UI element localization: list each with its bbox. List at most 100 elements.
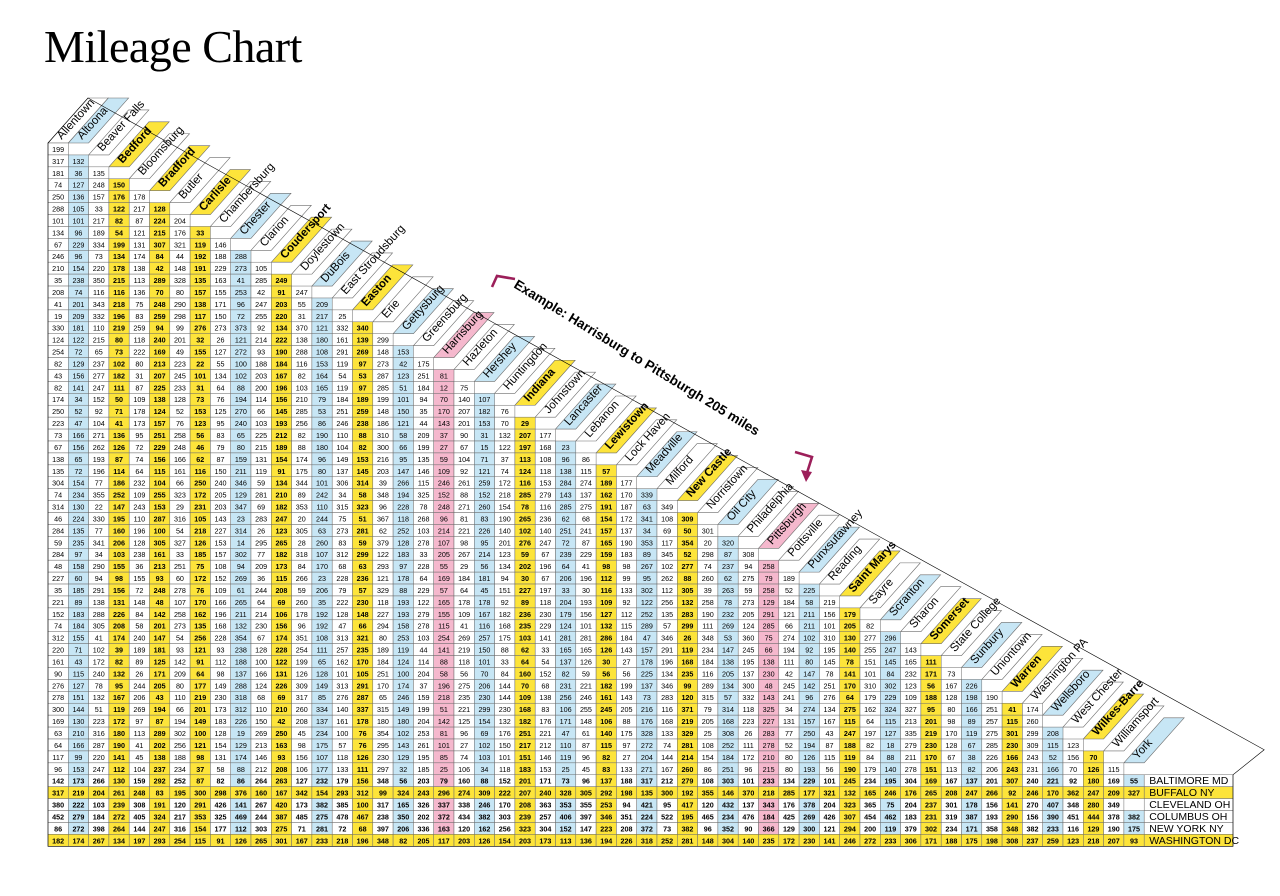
mileage-value: 193 [397, 610, 409, 619]
external-city-label: COLUMBUS OH [1149, 811, 1227, 823]
mileage-value: 223 [742, 717, 754, 726]
mileage-value: 119 [337, 359, 348, 368]
mileage-value: 211 [235, 467, 246, 476]
mileage-value: 84 [866, 753, 874, 762]
external-mileage-value: 301 [945, 801, 957, 810]
mileage-value: 82 [115, 657, 123, 666]
city-header-14 [311, 240, 373, 287]
mileage-value: 204 [418, 717, 430, 726]
mileage-value: 126 [113, 443, 125, 452]
mileage-value: 270 [235, 407, 247, 416]
mileage-value: 110 [174, 693, 185, 702]
mileage-value: 168 [681, 657, 693, 666]
mileage-value: 243 [1006, 765, 1018, 774]
mileage-value: 38 [968, 753, 976, 762]
mileage-value: 96 [318, 455, 326, 464]
mileage-value: 208 [1047, 729, 1059, 738]
mileage-value: 64 [521, 657, 529, 666]
mileage-value: 321 [357, 634, 369, 643]
mileage-value: 84 [298, 562, 306, 571]
external-mileage-value: 129 [1087, 824, 1099, 833]
mileage-value: 174 [235, 753, 247, 762]
mileage-value: 81 [460, 514, 468, 523]
mileage-value: 147 [397, 467, 409, 476]
mileage-value: 276 [519, 538, 531, 547]
mileage-value: 173 [133, 419, 145, 428]
mileage-value: 252 [641, 610, 653, 619]
external-mileage-value: 91 [217, 836, 225, 845]
mileage-value: 206 [560, 574, 572, 583]
mileage-value: 59 [359, 538, 367, 547]
mileage-value: 257 [986, 717, 998, 726]
mileage-value: 227 [763, 717, 775, 726]
mileage-value: 98 [115, 574, 123, 583]
mileage-value: 188 [925, 693, 937, 702]
mileage-value: 122 [641, 598, 653, 607]
mileage-value: 206 [113, 538, 125, 547]
mileage-value: 215 [763, 765, 775, 774]
mileage-value: 96 [440, 514, 448, 523]
mileage-value: 288 [235, 252, 247, 261]
mileage-value: 256 [661, 598, 673, 607]
mileage-value: 178 [113, 264, 125, 273]
external-mileage-value: 171 [966, 824, 978, 833]
mileage-value: 229 [539, 622, 551, 631]
mileage-value: 288 [93, 610, 105, 619]
mileage-value: 67 [968, 741, 976, 750]
external-city-label: WASHINGTON DC [1149, 835, 1239, 847]
mileage-value: 177 [316, 765, 328, 774]
mileage-value: 131 [255, 455, 267, 464]
mileage-value: 156 [72, 371, 84, 380]
mileage-value: 215 [255, 443, 267, 452]
mileage-value: 132 [93, 693, 105, 702]
mileage-value: 271 [458, 503, 470, 512]
mileage-value: 130 [844, 634, 856, 643]
mileage-value: 79 [318, 395, 326, 404]
external-mileage-value: 73 [663, 824, 671, 833]
mileage-value: 260 [296, 598, 308, 607]
mileage-value: 230 [377, 753, 389, 762]
mileage-value: 80 [379, 634, 387, 643]
mileage-value: 116 [479, 622, 490, 631]
mileage-value: 165 [438, 598, 450, 607]
mileage-value: 118 [499, 765, 510, 774]
mileage-value: 198 [966, 693, 978, 702]
mileage-value: 141 [539, 634, 551, 643]
mileage-value: 199 [113, 240, 125, 249]
external-mileage-value: 327 [1128, 789, 1140, 798]
mileage-value: 118 [377, 598, 388, 607]
mileage-value: 251 [377, 669, 389, 678]
mileage-value: 237 [154, 765, 166, 774]
mileage-value: 197 [539, 586, 551, 595]
mileage-value: 208 [275, 586, 287, 595]
mileage-value: 189 [133, 646, 145, 655]
mileage-value: 33 [541, 646, 549, 655]
mileage-value: 118 [398, 514, 409, 523]
external-mileage-value: 197 [133, 836, 145, 845]
external-mileage-value: 397 [580, 812, 592, 821]
external-mileage-value: 274 [458, 789, 470, 798]
external-mileage-value: 426 [824, 812, 836, 821]
mileage-value: 189 [783, 574, 795, 583]
mileage-value: 169 [154, 348, 166, 357]
city-header-37 [778, 514, 840, 561]
mileage-value: 138 [133, 264, 145, 273]
mileage-value: 155 [133, 574, 145, 583]
mileage-value: 154 [275, 455, 287, 464]
mileage-value: 228 [215, 634, 227, 643]
mileage-value: 184 [418, 383, 430, 392]
mileage-value: 154 [600, 514, 612, 523]
mileage-value: 68 [338, 562, 346, 571]
mileage-value: 148 [357, 610, 369, 619]
mileage-value: 235 [458, 693, 470, 702]
mileage-value: 37 [501, 455, 509, 464]
mileage-value: 70 [501, 419, 509, 428]
mileage-value: 182 [113, 371, 125, 380]
mileage-value: 166 [1047, 765, 1059, 774]
external-mileage-value: 390 [1047, 812, 1059, 821]
mileage-value: 254 [52, 348, 64, 357]
mileage-value: 175 [296, 467, 308, 476]
mileage-value: 246 [580, 693, 592, 702]
mileage-value: 54 [338, 371, 346, 380]
mileage-value: 102 [113, 359, 125, 368]
